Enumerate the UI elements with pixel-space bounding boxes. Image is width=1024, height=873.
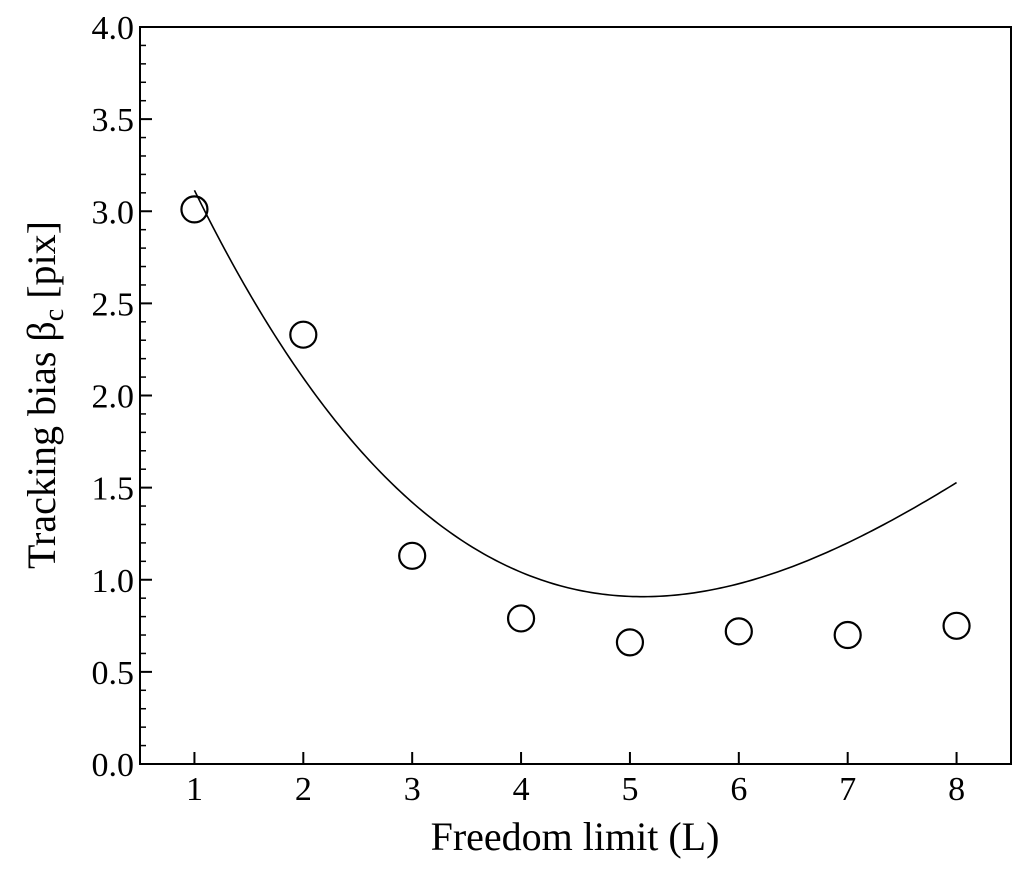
y-tick-label: 3.5 (92, 102, 135, 139)
y-tick-label: 1.0 (92, 563, 135, 600)
data-point (942, 611, 971, 640)
y-axis-title-main: Tracking bias β (19, 321, 64, 569)
tick-labels: 1 2 3 4 5 6 7 8 0.0 0.5 1.0 1.5 2.0 2.5 3.0 3.5 4.0 (92, 10, 966, 808)
x-tick-label: 1 (186, 771, 203, 808)
data-point (506, 604, 536, 633)
x-tick-label: 7 (839, 771, 856, 808)
y-axis-title-unit: [pix] (19, 221, 64, 309)
y-axis-title: Tracking bias βc [pix] (19, 221, 70, 569)
x-tick-label: 3 (404, 771, 421, 808)
x-tick-label: 2 (295, 771, 312, 808)
y-tick-label: 3.0 (92, 194, 135, 231)
x-tick-label: 8 (948, 771, 965, 808)
x-tick-label: 5 (621, 771, 638, 808)
data-point (724, 617, 753, 646)
fit-curve (193, 189, 957, 598)
x-axis-title: Freedom limit (L) (431, 814, 720, 859)
data-point (833, 620, 862, 650)
data-point (615, 628, 645, 657)
x-tick-label: 4 (513, 771, 530, 808)
y-axis-title-subscript: c (39, 309, 70, 321)
y-tick-label: 1.5 (92, 471, 135, 508)
x-tick-label: 6 (730, 771, 747, 808)
data-point (289, 320, 318, 349)
data-points (180, 195, 971, 657)
plot-frame (139, 26, 1012, 765)
data-point (398, 541, 427, 570)
y-tick-label: 2.0 (92, 379, 135, 416)
y-tick-label: 2.5 (92, 286, 135, 323)
y-tick-label: 4.0 (92, 10, 135, 47)
y-tick-label: 0.5 (92, 655, 135, 692)
y-tick-label: 0.0 (92, 747, 135, 784)
axis-ticks (140, 26, 958, 765)
data-point (180, 195, 209, 224)
